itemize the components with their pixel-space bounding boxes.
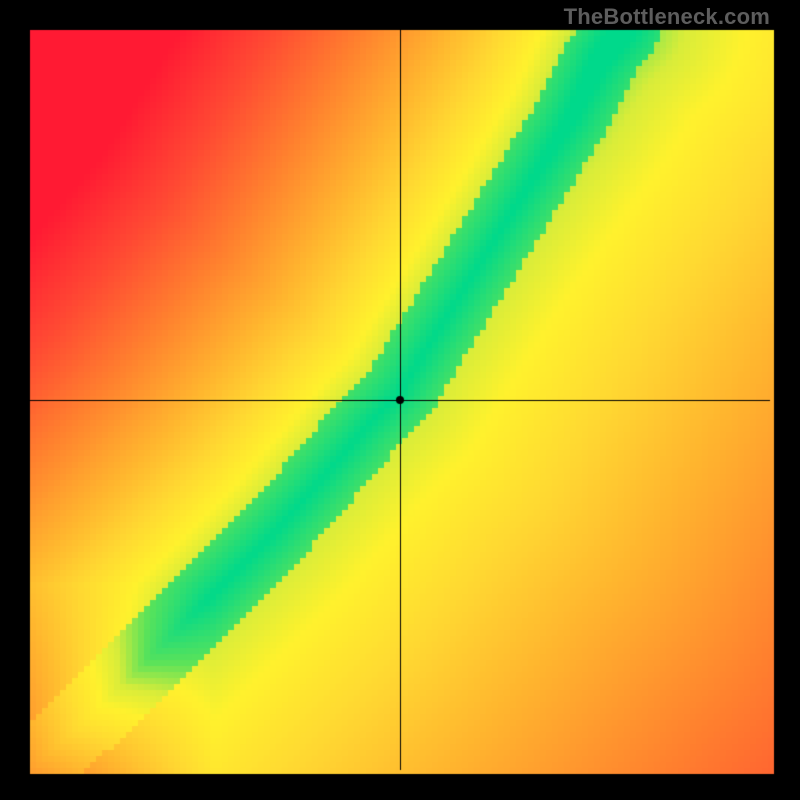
chart-container: TheBottleneck.com bbox=[0, 0, 800, 800]
watermark-text: TheBottleneck.com bbox=[564, 4, 770, 30]
bottleneck-heatmap bbox=[0, 0, 800, 800]
